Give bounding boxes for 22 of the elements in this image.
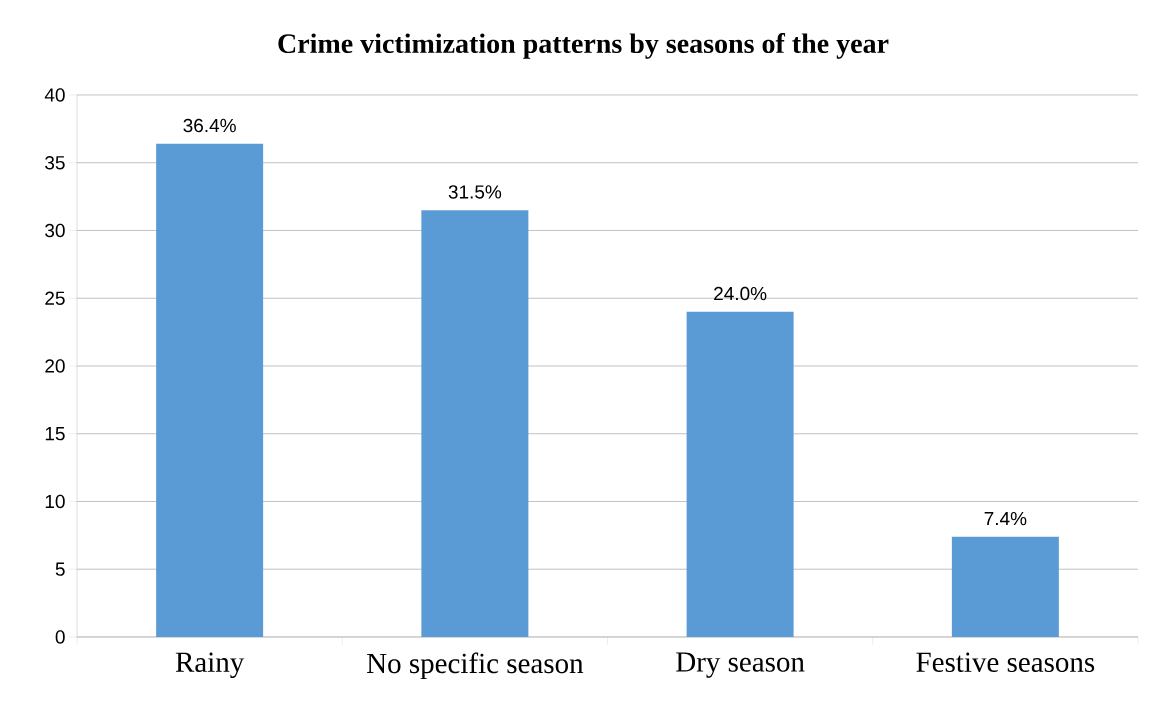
- bar: [421, 210, 529, 637]
- data-label: 24.0%: [714, 286, 767, 301]
- y-tick-label: 20: [45, 359, 65, 373]
- y-tick-label: 35: [45, 156, 65, 170]
- y-tick-label: 15: [45, 427, 65, 441]
- y-tick-label: 5: [55, 562, 65, 576]
- chart-title: Crime victimization patterns by seasons of the year: [278, 33, 889, 59]
- y-tick-label: 10: [45, 494, 65, 509]
- x-tick-label: Dry season: [676, 652, 805, 678]
- y-tick-label: 0: [55, 630, 65, 644]
- bar: [951, 536, 1059, 637]
- data-label: 7.4%: [984, 511, 1027, 526]
- data-label: 36.4%: [183, 118, 236, 133]
- bar: [686, 311, 794, 637]
- y-tick-label: 40: [44, 88, 65, 102]
- bar: [156, 143, 264, 637]
- data-label: 31.5%: [448, 185, 502, 199]
- x-tick-label: No specific season: [366, 652, 584, 680]
- y-tick-label: 30: [45, 223, 65, 238]
- y-tick-label: 25: [45, 291, 65, 305]
- x-tick-label: Festive seasons: [916, 652, 1095, 672]
- x-tick-label: Rainy: [175, 652, 245, 678]
